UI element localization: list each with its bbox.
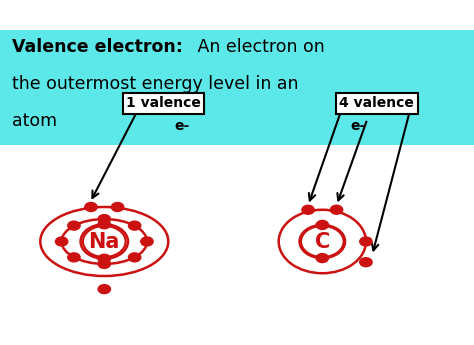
FancyBboxPatch shape <box>0 30 474 145</box>
Circle shape <box>98 259 110 268</box>
Circle shape <box>316 220 328 229</box>
Circle shape <box>98 220 110 229</box>
Text: C: C <box>315 231 330 252</box>
Circle shape <box>83 226 126 257</box>
Circle shape <box>68 221 80 230</box>
Circle shape <box>301 226 344 257</box>
Circle shape <box>330 205 343 214</box>
Text: e-: e- <box>175 119 190 133</box>
Text: e-: e- <box>350 119 365 133</box>
Circle shape <box>141 237 153 246</box>
Circle shape <box>98 285 110 294</box>
Circle shape <box>128 253 141 262</box>
Circle shape <box>360 237 372 246</box>
Circle shape <box>55 237 68 246</box>
Text: atom: atom <box>12 112 57 130</box>
Text: An electron on: An electron on <box>192 38 325 56</box>
Text: Valence electron:: Valence electron: <box>12 38 182 56</box>
Circle shape <box>128 221 141 230</box>
Circle shape <box>98 254 110 263</box>
Text: 4 valence: 4 valence <box>339 97 414 110</box>
Text: 1 valence: 1 valence <box>126 97 201 110</box>
Circle shape <box>316 254 328 263</box>
Circle shape <box>68 253 80 262</box>
Text: the outermost energy level in an: the outermost energy level in an <box>12 75 298 93</box>
Circle shape <box>98 215 110 224</box>
Text: Na: Na <box>89 231 120 252</box>
Circle shape <box>85 203 97 211</box>
Circle shape <box>360 258 372 267</box>
Circle shape <box>302 205 314 214</box>
Circle shape <box>111 203 124 211</box>
